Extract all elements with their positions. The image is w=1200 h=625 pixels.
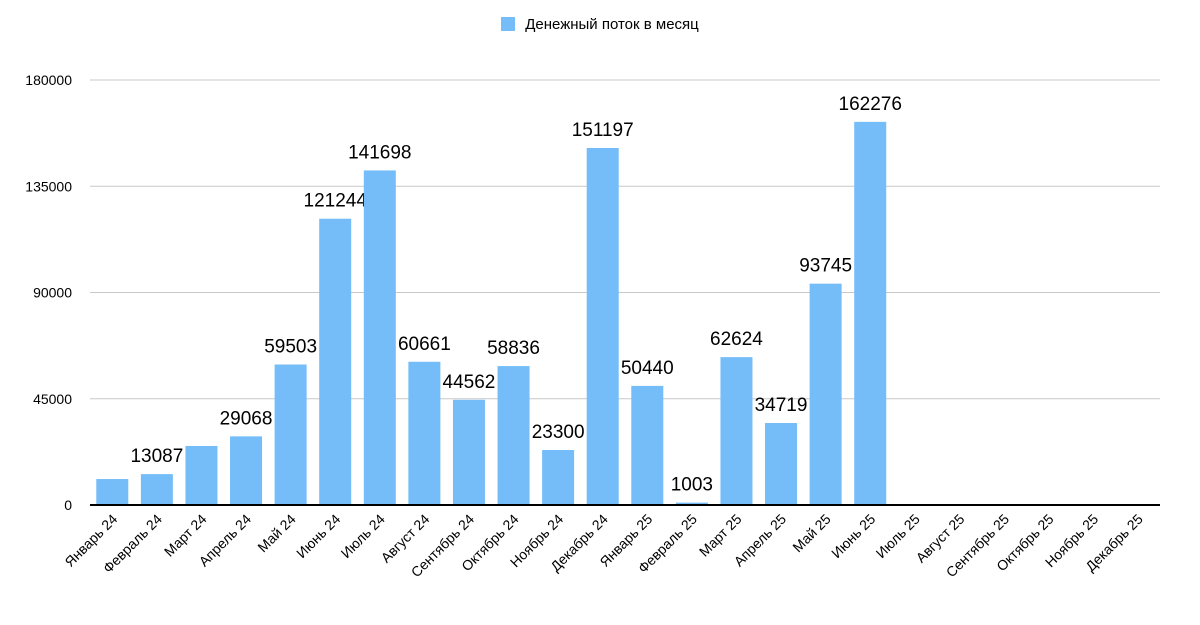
bar [765,423,798,505]
data-label: 44562 [443,372,496,393]
x-tick-label: Май 24 [254,511,299,556]
bar [631,385,664,505]
data-label: 58836 [487,338,540,359]
bar [586,148,619,505]
bar [363,170,396,505]
x-tick-label: Июнь 25 [828,511,878,561]
data-label: 141698 [348,142,411,163]
data-label: 1003 [671,475,713,496]
y-tick-label: 0 [64,497,72,513]
data-label: 60661 [398,334,451,355]
data-label: 151197 [572,120,634,141]
bar [230,436,263,505]
bar [854,121,887,506]
legend: Денежный поток в месяц [0,16,1200,33]
y-tick-label: 45000 [33,391,72,407]
data-label: 13087 [130,446,183,467]
bar [140,474,173,505]
bar [274,364,307,505]
data-label: 29068 [220,408,273,429]
data-label: 121244 [304,191,368,212]
y-tick-label: 90000 [33,285,72,301]
bar [319,218,352,506]
bar [96,479,129,505]
bar [185,445,218,505]
data-label: 50440 [621,358,674,379]
y-tick-label: 180000 [25,72,72,88]
bar [452,399,485,505]
data-label: 34719 [755,395,808,416]
data-label: 162276 [839,94,902,115]
data-label: 62624 [710,329,763,350]
bar [675,502,708,505]
x-tick-label: Июнь 24 [293,511,343,561]
legend-swatch [501,17,516,31]
data-label: 59503 [264,337,317,358]
data-label: 23300 [532,422,585,443]
legend-label: Денежный поток в месяц [525,16,699,33]
bar [720,357,753,505]
bar [497,366,530,505]
data-label: 93745 [799,256,852,277]
bar [408,361,441,505]
x-tick-label: Май 25 [789,511,834,556]
bar [542,449,575,505]
y-tick-label: 135000 [25,178,72,194]
bar [809,283,842,505]
